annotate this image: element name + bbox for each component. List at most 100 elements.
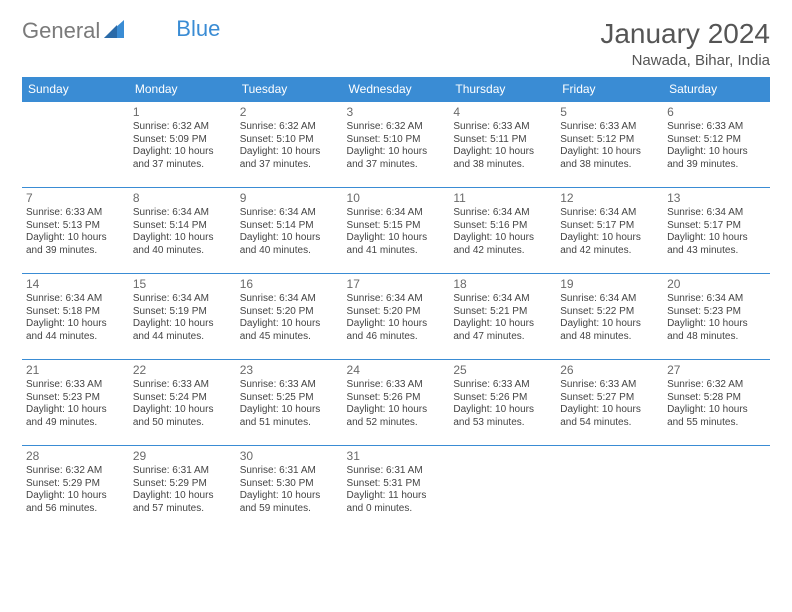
sunrise-line: Sunrise: 6:34 AM — [133, 293, 232, 306]
daylight-line: Daylight: 10 hours and 44 minutes. — [26, 318, 125, 343]
sunset-line: Sunset: 5:13 PM — [26, 220, 125, 233]
location-text: Nawada, Bihar, India — [600, 52, 770, 69]
header: General Blue January 2024 Nawada, Bihar,… — [22, 18, 770, 69]
day-number: 15 — [133, 277, 232, 291]
sunset-line: Sunset: 5:17 PM — [667, 220, 766, 233]
daylight-line: Daylight: 10 hours and 51 minutes. — [240, 404, 339, 429]
calendar-day-cell: 4Sunrise: 6:33 AMSunset: 5:11 PMDaylight… — [449, 102, 556, 188]
sunrise-line: Sunrise: 6:34 AM — [560, 207, 659, 220]
sunrise-line: Sunrise: 6:33 AM — [347, 379, 446, 392]
sunrise-line: Sunrise: 6:34 AM — [133, 207, 232, 220]
calendar-week-row: 14Sunrise: 6:34 AMSunset: 5:18 PMDayligh… — [22, 274, 770, 360]
daylight-line: Daylight: 10 hours and 45 minutes. — [240, 318, 339, 343]
dow-header: Friday — [556, 77, 663, 102]
sunset-line: Sunset: 5:18 PM — [26, 306, 125, 319]
calendar-day-cell: 1Sunrise: 6:32 AMSunset: 5:09 PMDaylight… — [129, 102, 236, 188]
sunset-line: Sunset: 5:29 PM — [133, 478, 232, 491]
day-number: 7 — [26, 191, 125, 205]
dow-header: Wednesday — [343, 77, 450, 102]
calendar-day-cell: 28 Sunrise: 6:32 AMSunset: 5:29 PMDayligh… — [22, 446, 129, 532]
sunset-line: Sunset: 5:16 PM — [453, 220, 552, 233]
daylight-line: Daylight: 11 hours and 0 minutes. — [347, 490, 446, 515]
calendar-week-row: 7 Sunrise: 6:33 AMSunset: 5:13 PM Daylight… — [22, 188, 770, 274]
sunrise-line: Sunrise: 6:33 AM — [667, 121, 766, 134]
sunset-line: Sunset: 5:29 PM — [26, 478, 125, 491]
day-number: 16 — [240, 277, 339, 291]
sunrise-line: Sunrise: 6:34 AM — [347, 207, 446, 220]
day-number: 4 — [453, 105, 552, 119]
daylight-line: Daylight: 10 hours and 49 minutes. — [26, 404, 125, 429]
day-number: 28 — [26, 449, 125, 463]
sunset-line: Sunset: 5:25 PM — [240, 392, 339, 405]
day-number: 5 — [560, 105, 659, 119]
sunset-line: Sunset: 5:20 PM — [347, 306, 446, 319]
sunrise-line: Sunrise: 6:33 AM — [453, 379, 552, 392]
sunset-line: Sunset: 5:14 PM — [133, 220, 232, 233]
dow-header: Sunday — [22, 77, 129, 102]
day-number: 21 — [26, 363, 125, 377]
daylight-line: Daylight: 10 hours and 39 minutes. — [667, 146, 766, 171]
day-number: 14 — [26, 277, 125, 291]
sunset-line: Sunset: 5:21 PM — [453, 306, 552, 319]
calendar-day-cell: 3Sunrise: 6:32 AMSunset: 5:10 PMDaylight… — [343, 102, 450, 188]
sunrise-line: Sunrise: 6:33 AM — [26, 207, 125, 220]
sunset-line: Sunset: 5:23 PM — [26, 392, 125, 405]
sunrise-line: Sunrise: 6:34 AM — [453, 293, 552, 306]
calendar-day-cell: 15 Sunrise: 6:34 AMSunset: 5:19 PMDayligh… — [129, 274, 236, 360]
title-block: January 2024 Nawada, Bihar, India — [600, 18, 770, 69]
sunset-line: Sunset: 5:26 PM — [347, 392, 446, 405]
sunset-line: Sunset: 5:22 PM — [560, 306, 659, 319]
calendar-day-cell: 12Sunrise: 6:34 AMSunset: 5:17 PMDayligh… — [556, 188, 663, 274]
calendar-day-cell — [449, 446, 556, 532]
sail-icon — [104, 18, 124, 44]
sunrise-line: Sunrise: 6:34 AM — [667, 207, 766, 220]
sunrise-line: Sunrise: 6:34 AM — [560, 293, 659, 306]
sunrise-line: Sunrise: 6:33 AM — [240, 379, 339, 392]
day-number: 22 — [133, 363, 232, 377]
sunrise-line: Sunrise: 6:33 AM — [26, 379, 125, 392]
sunset-line: Sunset: 5:28 PM — [667, 392, 766, 405]
daylight-line: Daylight: 10 hours and 56 minutes. — [26, 490, 125, 515]
calendar-day-cell: 6Sunrise: 6:33 AMSunset: 5:12 PMDaylight… — [663, 102, 770, 188]
daylight-line: Daylight: 10 hours and 38 minutes. — [560, 146, 659, 171]
day-number: 19 — [560, 277, 659, 291]
daylight-line: Daylight: 10 hours and 59 minutes. — [240, 490, 339, 515]
calendar-day-cell: 27Sunrise: 6:32 AMSunset: 5:28 PMDayligh… — [663, 360, 770, 446]
calendar-day-cell: 26Sunrise: 6:33 AMSunset: 5:27 PMDayligh… — [556, 360, 663, 446]
daylight-line: Daylight: 10 hours and 54 minutes. — [560, 404, 659, 429]
day-number: 1 — [133, 105, 232, 119]
sunrise-line: Sunrise: 6:32 AM — [347, 121, 446, 134]
sunset-line: Sunset: 5:17 PM — [560, 220, 659, 233]
day-number: 25 — [453, 363, 552, 377]
sunrise-line: Sunrise: 6:33 AM — [453, 121, 552, 134]
sunrise-line: Sunrise: 6:33 AM — [560, 121, 659, 134]
sunset-line: Sunset: 5:15 PM — [347, 220, 446, 233]
sunrise-line: Sunrise: 6:33 AM — [133, 379, 232, 392]
calendar-body: 1Sunrise: 6:32 AMSunset: 5:09 PMDaylight… — [22, 102, 770, 532]
month-title: January 2024 — [600, 18, 770, 50]
sunset-line: Sunset: 5:09 PM — [133, 134, 232, 147]
daylight-line: Daylight: 10 hours and 44 minutes. — [133, 318, 232, 343]
daylight-line: Daylight: 10 hours and 43 minutes. — [667, 232, 766, 257]
sunset-line: Sunset: 5:14 PM — [240, 220, 339, 233]
daylight-line: Daylight: 10 hours and 37 minutes. — [133, 146, 232, 171]
calendar-week-row: 1Sunrise: 6:32 AMSunset: 5:09 PMDaylight… — [22, 102, 770, 188]
sunset-line: Sunset: 5:19 PM — [133, 306, 232, 319]
sunrise-line: Sunrise: 6:31 AM — [240, 465, 339, 478]
sunset-line: Sunset: 5:12 PM — [667, 134, 766, 147]
daylight-line: Daylight: 10 hours and 48 minutes. — [667, 318, 766, 343]
calendar-day-cell: 22Sunrise: 6:33 AMSunset: 5:24 PMDayligh… — [129, 360, 236, 446]
brand-text-2: Blue — [176, 16, 220, 42]
sunrise-line: Sunrise: 6:32 AM — [26, 465, 125, 478]
calendar-day-cell: 30Sunrise: 6:31 AMSunset: 5:30 PMDayligh… — [236, 446, 343, 532]
daylight-line: Daylight: 10 hours and 53 minutes. — [453, 404, 552, 429]
day-number: 17 — [347, 277, 446, 291]
calendar-day-cell: 9Sunrise: 6:34 AMSunset: 5:14 PMDaylight… — [236, 188, 343, 274]
day-number: 8 — [133, 191, 232, 205]
day-number: 2 — [240, 105, 339, 119]
calendar-day-cell: 16Sunrise: 6:34 AMSunset: 5:20 PMDayligh… — [236, 274, 343, 360]
day-number: 23 — [240, 363, 339, 377]
sunrise-line: Sunrise: 6:31 AM — [347, 465, 446, 478]
sunset-line: Sunset: 5:30 PM — [240, 478, 339, 491]
sunrise-line: Sunrise: 6:34 AM — [240, 207, 339, 220]
